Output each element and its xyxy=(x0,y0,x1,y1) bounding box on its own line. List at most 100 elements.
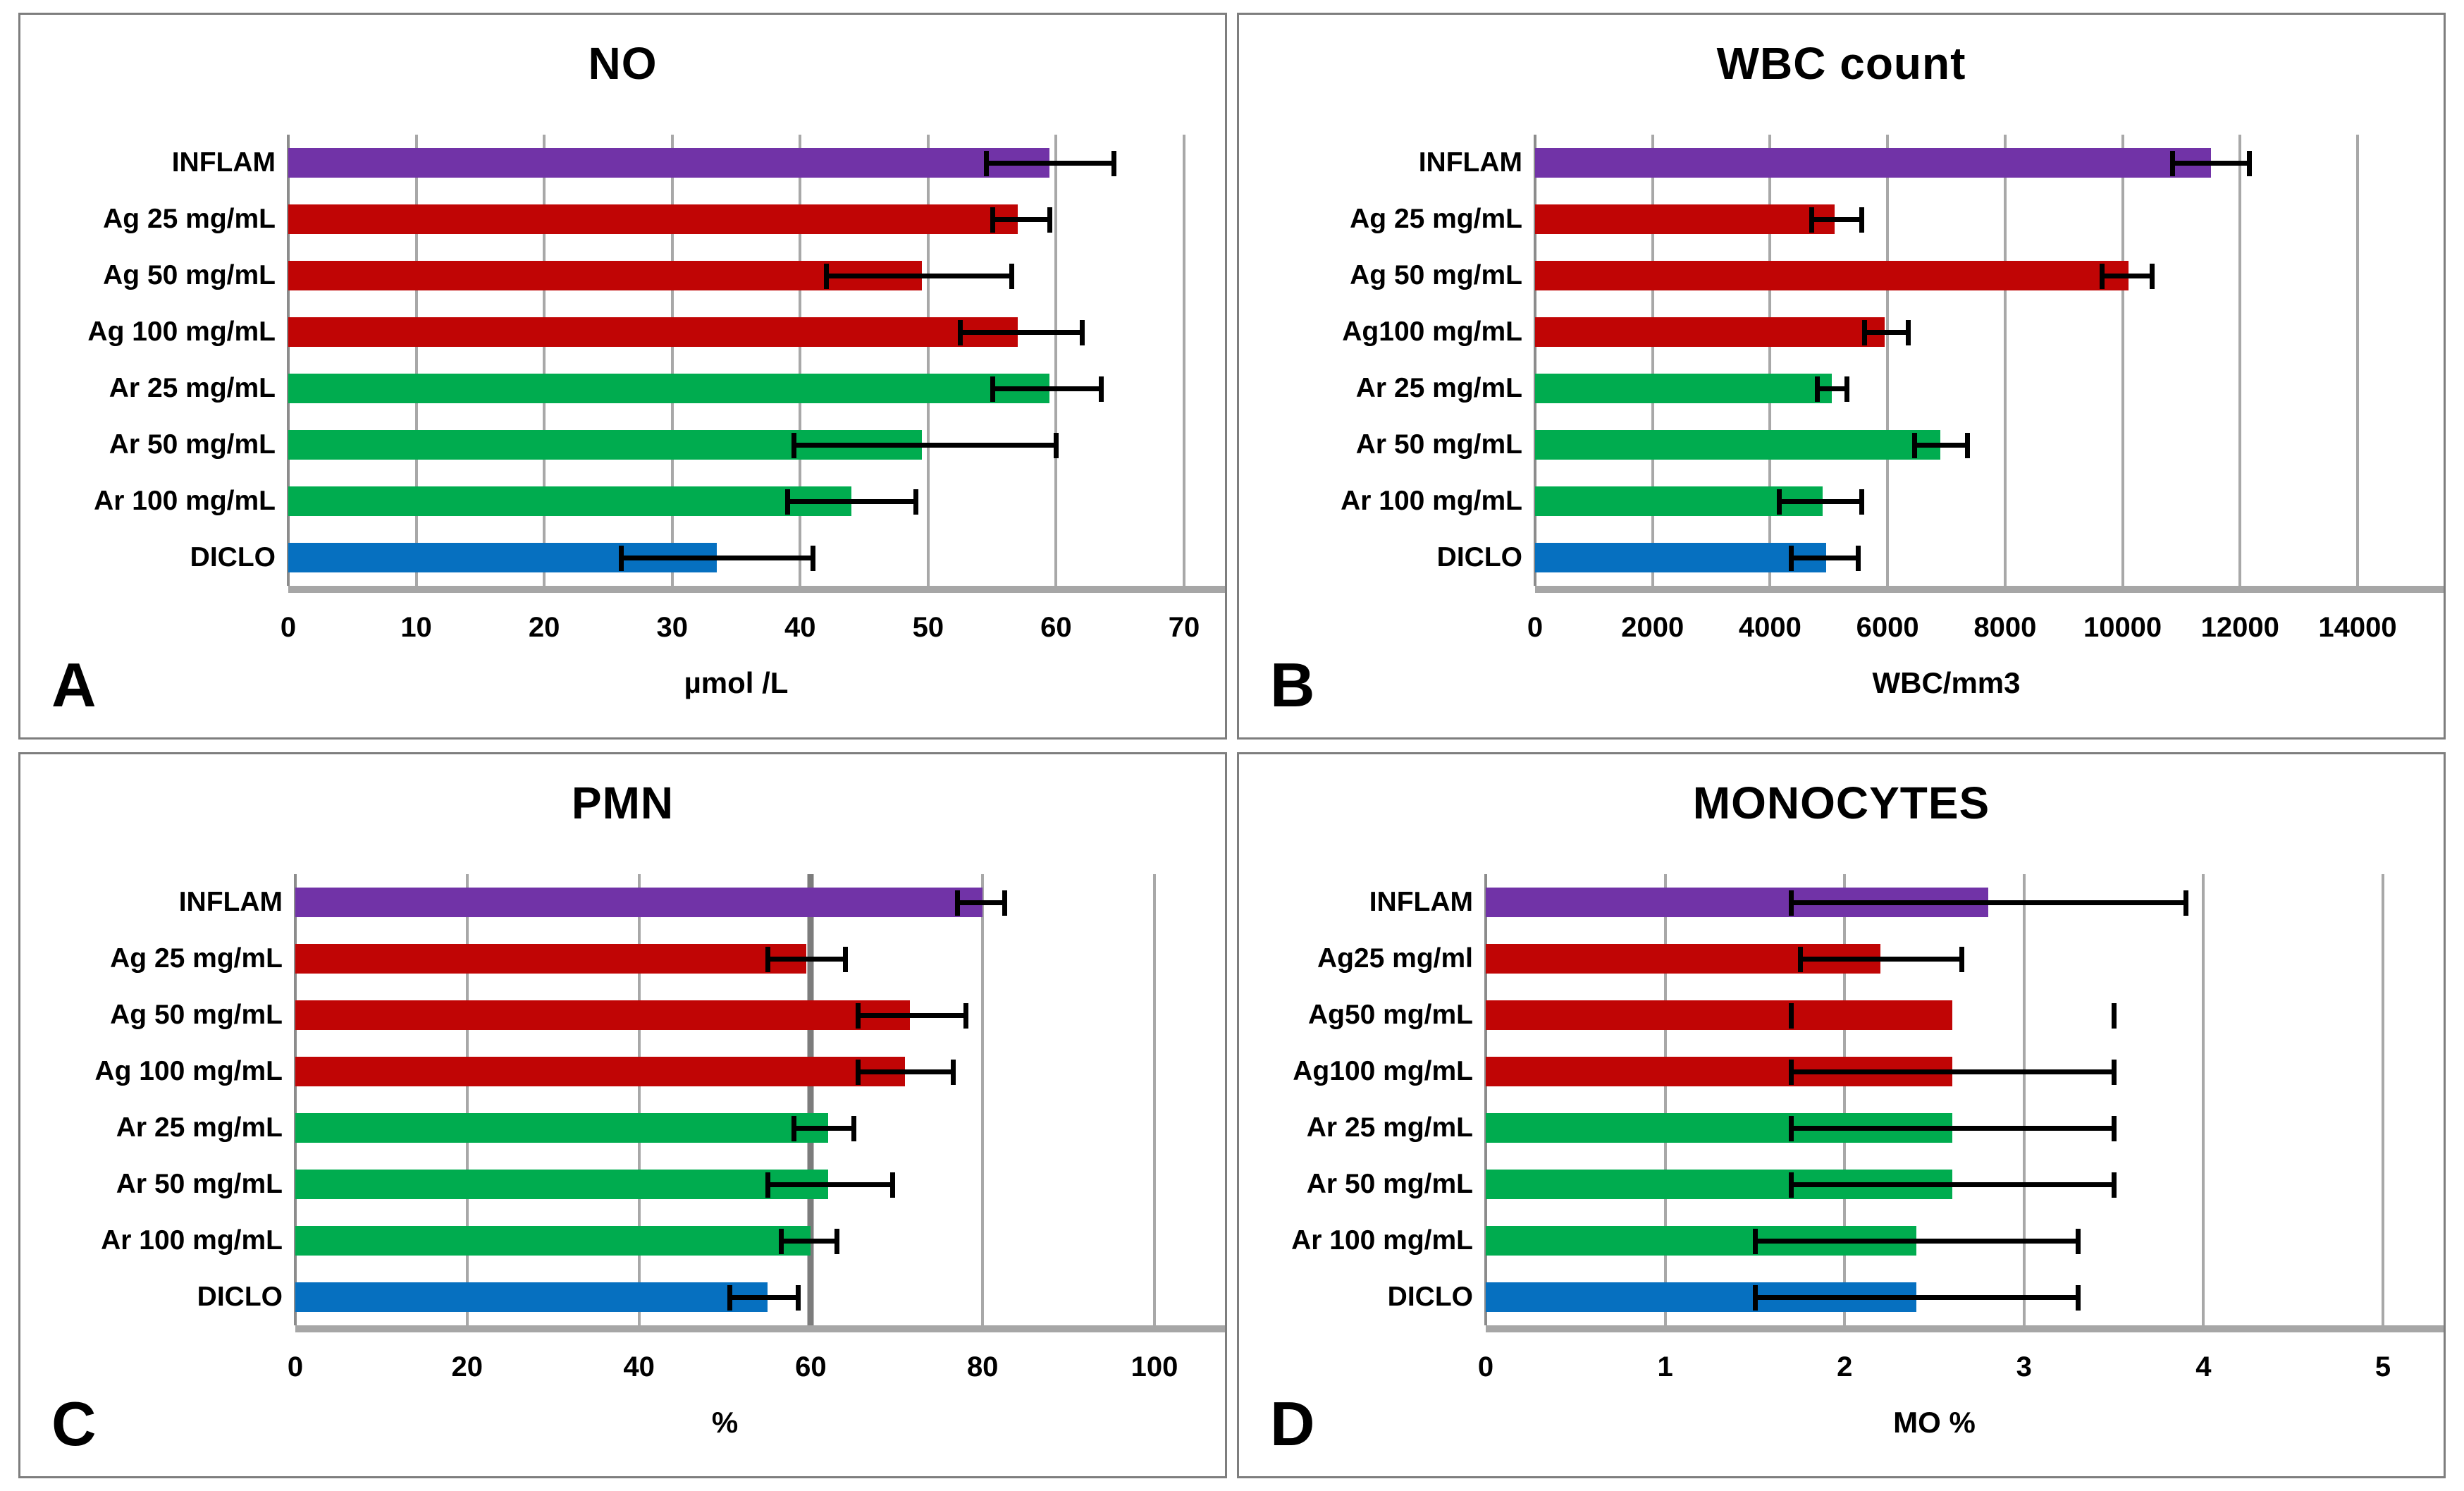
panel-c-pmn: PMN INFLAM Ag 25 mg/mL Ag 50 mg/mL Ag 100 m… xyxy=(18,751,1227,1478)
error-bar xyxy=(856,1002,969,1029)
category-label: Ag25 mg/ml xyxy=(1317,943,1473,974)
gridline xyxy=(2003,135,2007,587)
category-label: Ar 100 mg/mL xyxy=(101,1225,283,1256)
chart-area: INFLAM Ag 25 mg/mL Ag 50 mg/mL Ag 100 mg/mL… xyxy=(20,135,1225,643)
chart-area: INFLAM Ag25 mg/ml Ag50 mg/mL Ag100 mg/mL Ar … xyxy=(1239,873,2444,1382)
x-tick-label: 80 xyxy=(966,1351,999,1382)
x-tick-label: 60 xyxy=(795,1351,827,1382)
bar-diclo xyxy=(295,1282,768,1312)
panel-letter: C xyxy=(51,1389,97,1459)
gridline xyxy=(1843,873,1847,1325)
category-label: Ag 50 mg/mL xyxy=(103,260,276,291)
category-labels: INFLAM Ag25 mg/ml Ag50 mg/mL Ag100 mg/mL Ar … xyxy=(1239,874,1486,1332)
category-label: Ar 50 mg/mL xyxy=(1306,1168,1473,1199)
x-tick-label: 10000 xyxy=(2083,612,2162,644)
panel-a-no: NO INFLAM Ag 25 mg/mL Ag 50 mg/mL Ag 100 mg… xyxy=(18,13,1227,740)
category-label: Ar 25 mg/mL xyxy=(1355,373,1522,404)
x-axis-label: MO % xyxy=(1893,1405,1976,1439)
error-bar xyxy=(1797,946,1964,972)
category-label: Ag 50 mg/mL xyxy=(1350,260,1522,291)
gridline xyxy=(2202,873,2205,1325)
x-tick-label: 14000 xyxy=(2318,612,2397,644)
panel-letter: A xyxy=(51,649,97,720)
error-bar xyxy=(1788,1172,2117,1198)
bar-inflam xyxy=(1535,148,2211,178)
gridline xyxy=(1534,135,1536,587)
error-bar xyxy=(990,376,1104,403)
category-label: Ar 25 mg/mL xyxy=(116,1112,283,1143)
x-tick-label: 8000 xyxy=(1973,612,2037,644)
gridline xyxy=(670,135,674,587)
gridline xyxy=(1054,135,1058,587)
bar-ag-50-mg-ml xyxy=(1535,261,2129,291)
bar-ag-100-mg-ml xyxy=(288,317,1018,348)
x-tick-label: 20 xyxy=(528,612,560,644)
gridline xyxy=(807,873,814,1325)
gridline xyxy=(2382,873,2384,1325)
x-tick-label: 1 xyxy=(1657,1351,1673,1382)
category-label: Ag100 mg/mL xyxy=(1293,1055,1473,1086)
plot-scale: 0 1 2 3 4 5 xyxy=(1478,873,2391,1382)
gridline xyxy=(1484,873,1487,1325)
category-label: Ag 25 mg/mL xyxy=(110,943,283,974)
category-labels: INFLAM Ag 25 mg/mL Ag 50 mg/mL Ag 100 mg/mL… xyxy=(20,135,288,593)
bar-diclo xyxy=(1535,543,1826,573)
panel-b-wbc-count: WBC count INFLAM Ag 25 mg/mL Ag 50 mg/mL Ag… xyxy=(1237,13,2446,740)
error-bar xyxy=(1752,1284,2081,1311)
gridline xyxy=(637,873,641,1325)
category-label: INFLAM xyxy=(1369,886,1473,917)
error-bar xyxy=(983,151,1116,177)
x-tick-label: 2000 xyxy=(1621,612,1684,644)
plot-scale: 0 20 40 60 80 100 xyxy=(288,873,1178,1382)
category-label: Ag 100 mg/mL xyxy=(94,1055,283,1086)
error-bar xyxy=(1861,320,1911,346)
x-tick-label: 50 xyxy=(912,612,944,644)
plot-area: 0 10 20 30 40 50 60 70 xyxy=(281,135,1225,643)
x-tick-label: 40 xyxy=(623,1351,655,1382)
gridline xyxy=(799,135,802,587)
bar-ar-100-mg-ml xyxy=(295,1225,811,1256)
plot-scale: 0 2000 4000 6000 8000 10000 12000 14000 xyxy=(1527,135,2397,643)
category-label: Ag50 mg/mL xyxy=(1307,999,1473,1030)
gridline xyxy=(1886,135,1890,587)
gridline xyxy=(926,135,930,587)
plot-area: 0 2000 4000 6000 8000 10000 12000 14000 xyxy=(1527,135,2444,643)
bar-ar-50-mg-ml xyxy=(295,1169,828,1199)
error-bar xyxy=(1788,1115,2117,1141)
bar-ag-100-mg-ml xyxy=(295,1056,906,1086)
bar-ag-50-mg-ml xyxy=(288,261,922,291)
plot-area: 0 1 2 3 4 5 xyxy=(1478,873,2444,1382)
error-bar xyxy=(765,946,848,972)
category-label: DICLO xyxy=(197,1281,283,1312)
error-bar xyxy=(1788,546,1861,572)
x-tick-label: 0 xyxy=(1477,1351,1494,1382)
gridline xyxy=(1663,873,1667,1325)
category-label: INFLAM xyxy=(1418,147,1522,178)
error-bar xyxy=(2170,151,2253,177)
x-tick-label: 3 xyxy=(2016,1351,2032,1382)
error-bar xyxy=(765,1172,895,1198)
error-bar xyxy=(727,1284,801,1311)
gridline xyxy=(2022,873,2026,1325)
error-bar xyxy=(1911,433,1970,459)
category-label: Ag100 mg/mL xyxy=(1342,317,1522,348)
category-label: Ar 25 mg/mL xyxy=(1306,1112,1473,1143)
category-label: INFLAM xyxy=(171,147,276,178)
gridline xyxy=(1651,135,1654,587)
gridline xyxy=(414,135,418,587)
x-axis-label: % xyxy=(711,1405,739,1439)
chart-title: PMN xyxy=(571,777,674,828)
chart-title: WBC count xyxy=(1716,38,1966,89)
bar-ag-25-mg-ml xyxy=(288,204,1018,235)
category-label: Ag 50 mg/mL xyxy=(110,999,283,1030)
gridline xyxy=(1153,873,1156,1325)
gridline xyxy=(2238,135,2242,587)
category-label: DICLO xyxy=(1436,542,1522,573)
plot-area: 0 20 40 60 80 100 xyxy=(288,873,1225,1382)
error-bar xyxy=(823,264,1015,290)
gridline xyxy=(294,873,297,1325)
category-label: Ag 25 mg/mL xyxy=(103,204,276,235)
bar-ag100-mg-ml xyxy=(1535,317,1885,348)
bar-ar-25-mg-ml xyxy=(288,374,1050,404)
